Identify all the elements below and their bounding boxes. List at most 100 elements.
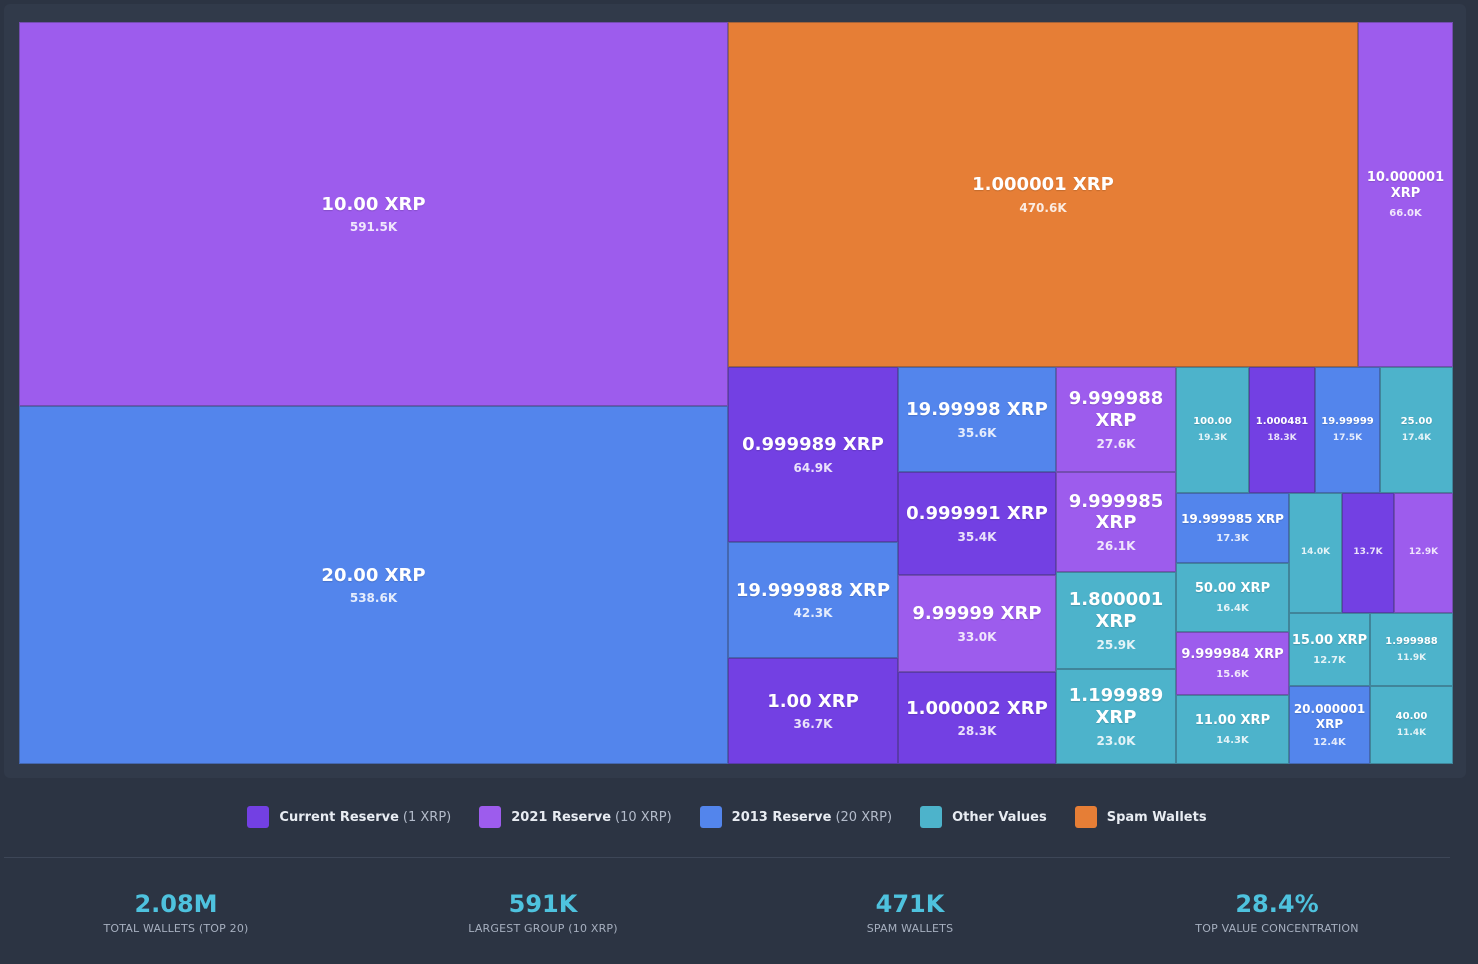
tile-value: 470.6K — [1019, 200, 1067, 215]
legend-label: 2013 Reserve — [731, 809, 832, 825]
treemap-tile[interactable]: 1.999988 11.9K — [1370, 613, 1453, 686]
legend-item: Other Values — [920, 806, 1047, 828]
stat-label: LARGEST GROUP (10 XRP) — [468, 922, 618, 935]
tile-value: 28.3K — [957, 724, 997, 739]
tile-label: 1.199989 XRP — [1068, 685, 1164, 728]
tile-value: 11.9K — [1396, 652, 1427, 663]
tile-label: 1.000001 XRP — [972, 174, 1114, 196]
tile-label: 9.99999 XRP — [912, 603, 1042, 625]
tile-value: 17.4K — [1401, 433, 1432, 444]
tile-value: 23.0K — [1096, 733, 1136, 748]
tile-label: 20.000001 XRP — [1293, 702, 1366, 731]
legend-note: (10 XRP) — [615, 809, 672, 825]
treemap-tile[interactable]: 9.99999 XRP 33.0K — [898, 575, 1056, 672]
tile-label: 40.00 — [1395, 711, 1428, 723]
treemap-tile[interactable]: 9.999988 XRP 27.6K — [1056, 367, 1176, 472]
tile-label: 1.00 XRP — [767, 690, 859, 712]
tile-value: 26.1K — [1096, 539, 1136, 553]
treemap-tile[interactable]: 9.999984 XRP 15.6K — [1176, 632, 1289, 695]
stat-top-value-concentration: 28.4% TOP VALUE CONCENTRATION — [1097, 888, 1457, 935]
tile-label: 1.000481 — [1255, 416, 1309, 428]
stat-total-wallets: 2.08M TOTAL WALLETS (TOP 20) — [0, 888, 356, 935]
treemap-tile[interactable]: 10.00 XRP 591.5K — [19, 22, 728, 406]
legend-swatch — [1074, 806, 1097, 828]
treemap-tile[interactable]: 11.00 XRP 14.3K — [1176, 695, 1289, 764]
tile-label: 0.999989 XRP — [742, 434, 884, 456]
legend-note: (20 XRP) — [835, 809, 893, 825]
tile-label: 15.00 XRP — [1291, 633, 1368, 649]
treemap-tile[interactable]: 20.00 XRP 538.6K — [19, 406, 728, 764]
treemap-tile[interactable]: 19.999985 XRP 17.3K — [1176, 493, 1289, 563]
tile-label: 9.999984 XRP — [1181, 647, 1284, 663]
treemap-tile[interactable]: 15.00 XRP 12.7K — [1289, 613, 1370, 686]
tile-value: 591.5K — [349, 220, 398, 235]
stat-spam-wallets: 471K SPAM WALLETS — [730, 888, 1090, 935]
stat-label: SPAM WALLETS — [866, 922, 954, 935]
tile-value: 33.0K — [957, 629, 997, 644]
legend-label: 2021 Reserve — [511, 809, 612, 825]
tile-value: 42.3K — [793, 606, 833, 621]
stat-value: 471K — [875, 890, 945, 918]
tile-label: 1.800001 XRP — [1068, 589, 1164, 632]
treemap-chart: 10.00 XRP 591.5K 20.00 XRP 538.6K 1.000001 X… — [19, 22, 1453, 764]
stat-label: TOTAL WALLETS (TOP 20) — [103, 922, 249, 935]
treemap-panel: 10.00 XRP 591.5K 20.00 XRP 538.6K 1.000001 X… — [4, 4, 1466, 778]
treemap-tile[interactable]: 25.00 17.4K — [1380, 367, 1453, 493]
tile-label: 1.000002 XRP — [906, 697, 1048, 719]
tile-label: 25.00 — [1400, 416, 1433, 428]
treemap-tile[interactable]: 1.000002 XRP 28.3K — [898, 672, 1056, 764]
treemap-tile[interactable]: 19.999988 XRP 42.3K — [728, 542, 898, 658]
legend-note: (1 XRP) — [402, 809, 452, 825]
legend-swatch — [699, 806, 722, 828]
treemap-tile[interactable]: 0.999991 XRP 35.4K — [898, 472, 1056, 575]
legend-swatch — [920, 806, 943, 828]
tile-value: 19.3K — [1197, 433, 1228, 444]
tile-label: 9.999985 XRP — [1068, 490, 1164, 534]
tile-label: 50.00 XRP — [1194, 581, 1271, 597]
tile-value: 11.4K — [1396, 728, 1427, 739]
divider — [4, 857, 1450, 858]
stat-value: 28.4% — [1235, 890, 1319, 918]
tile-value: 36.7K — [793, 717, 833, 732]
legend-item: 2021 Reserve (10 XRP) — [479, 806, 672, 828]
legend-label: Current Reserve — [279, 809, 399, 825]
treemap-tile[interactable]: 20.000001 XRP 12.4K — [1289, 686, 1370, 764]
treemap-tile[interactable]: 10.000001 XRP 66.0K — [1358, 22, 1453, 367]
tile-value: 13.7K — [1353, 547, 1383, 558]
treemap-tile[interactable]: 100.00 19.3K — [1176, 367, 1249, 493]
tile-value: 17.3K — [1216, 532, 1249, 544]
tile-label: 0.999991 XRP — [906, 503, 1048, 525]
tile-value: 12.7K — [1313, 654, 1346, 666]
stat-value: 591K — [508, 890, 578, 918]
tile-value: 12.4K — [1313, 736, 1346, 748]
treemap-tile[interactable]: 1.199989 XRP 23.0K — [1056, 669, 1176, 764]
tile-label: 19.999985 XRP — [1181, 512, 1284, 527]
tile-value: 35.6K — [957, 425, 997, 440]
treemap-tile[interactable]: 19.99999 17.5K — [1315, 367, 1380, 493]
tile-label: 11.00 XRP — [1194, 713, 1271, 729]
treemap-tile[interactable]: 1.00 XRP 36.7K — [728, 658, 898, 764]
treemap-tile[interactable]: 40.00 11.4K — [1370, 686, 1453, 764]
treemap-tile[interactable]: 0.999989 XRP 64.9K — [728, 367, 898, 542]
treemap-tile[interactable]: 19.99998 XRP 35.6K — [898, 367, 1056, 472]
tile-value: 14.0K — [1300, 547, 1331, 558]
treemap-tile[interactable]: 14.0K — [1289, 493, 1342, 613]
treemap-tile[interactable]: 1.000481 18.3K — [1249, 367, 1315, 493]
tile-value: 64.9K — [793, 460, 833, 475]
tile-value: 17.5K — [1332, 433, 1363, 444]
treemap-tile[interactable]: 9.999985 XRP 26.1K — [1056, 472, 1176, 572]
stat-label: TOP VALUE CONCENTRATION — [1195, 922, 1359, 935]
treemap-tile[interactable]: 1.000001 XRP 470.6K — [728, 22, 1358, 367]
tile-value: 14.3K — [1216, 734, 1249, 746]
tile-value: 18.3K — [1267, 433, 1297, 444]
treemap-tile[interactable]: 13.7K — [1342, 493, 1394, 613]
stat-largest-group: 591K LARGEST GROUP (10 XRP) — [363, 888, 723, 935]
treemap-tile[interactable]: 50.00 XRP 16.4K — [1176, 563, 1289, 632]
tile-label: 10.000001 XRP — [1366, 170, 1445, 201]
treemap-tile[interactable]: 1.800001 XRP 25.9K — [1056, 572, 1176, 669]
tile-label: 19.999988 XRP — [735, 579, 891, 601]
tile-value: 27.6K — [1096, 436, 1136, 451]
legend-label: Spam Wallets — [1106, 809, 1207, 825]
treemap-tile[interactable]: 12.9K — [1394, 493, 1453, 613]
tile-value: 66.0K — [1389, 207, 1422, 219]
